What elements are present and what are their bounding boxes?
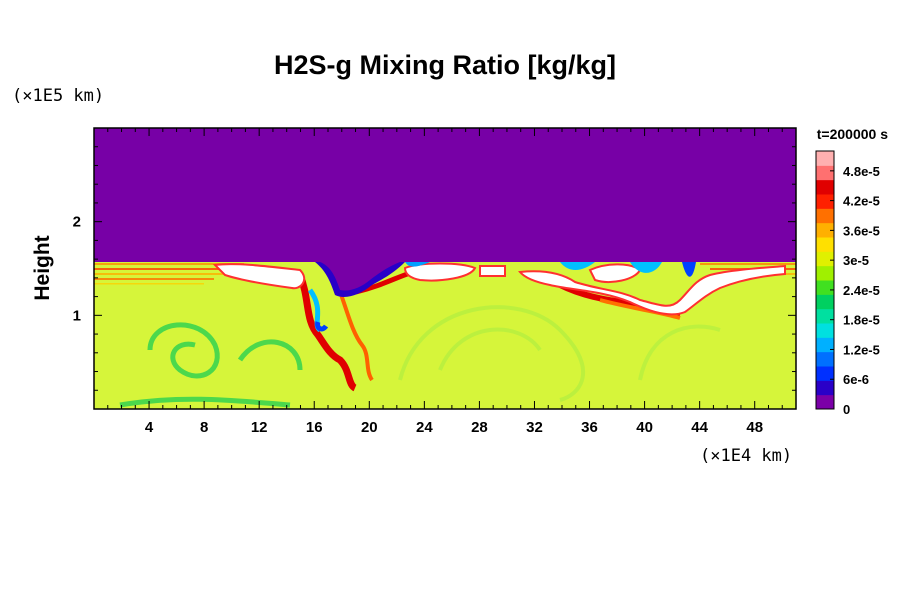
x-tick-label: 24 [416, 419, 433, 436]
x-tick-label: 44 [691, 419, 708, 436]
y-tick-label: 2 [73, 214, 81, 231]
colorbar-tick-label: 1.8e-5 [843, 313, 880, 328]
x-tick-label: 8 [200, 419, 208, 436]
colorbar-segment [816, 337, 834, 353]
upper-region [94, 128, 796, 262]
colorbar-segment [816, 323, 834, 338]
x-tick-label: 32 [526, 419, 543, 436]
lighter-swirls [398, 305, 721, 402]
y-axis-label: Height [31, 235, 54, 300]
colorbar-tick-label: 6e-6 [843, 372, 869, 387]
colorbar: 0 6e-6 1.2e-5 1.8e-5 2.4e-5 3e-5 3.6e-5 4.2e-5 4… [815, 150, 880, 417]
x-tick-label: 28 [471, 419, 488, 436]
colorbar-segment [816, 237, 834, 252]
colorbar-segment [816, 265, 834, 281]
colorbar-tick-label: 0 [843, 402, 850, 417]
plot-frame [93, 127, 797, 410]
colorbar-segment [816, 179, 834, 195]
colorbar-segment [816, 366, 834, 381]
colorbar-segment [816, 394, 834, 410]
colorbar-segment [816, 208, 834, 224]
colorbar-segment [816, 351, 834, 367]
colorbar-tick-label: 1.2e-5 [843, 342, 880, 357]
colorbar-tick-label: 4.8e-5 [843, 164, 880, 179]
colorbar-segment [816, 280, 834, 295]
saturated-cells [212, 262, 786, 316]
colorbar-tick-label: 2.4e-5 [843, 283, 880, 298]
colorbar-tick-label: 3.6e-5 [843, 223, 880, 238]
colorbar-segment [816, 251, 834, 267]
x-tick-label: 48 [746, 419, 763, 436]
x-tick-label: 4 [145, 419, 154, 436]
colorbar-segment [816, 151, 834, 166]
time-label: t=200000 s [817, 126, 888, 142]
x-axis-ticks: 4 8 12 16 20 24 28 32 36 40 44 48 [107, 128, 783, 436]
colorbar-tick-label: 3e-5 [843, 253, 869, 268]
y-tick-label: 1 [73, 307, 81, 324]
x-axis-unit: (×1E4 km) [700, 446, 792, 466]
x-tick-label: 16 [306, 419, 323, 436]
colorbar-segment [816, 194, 834, 209]
y-axis-ticks: 12 [73, 146, 796, 391]
y-axis-unit: (×1E5 km) [12, 86, 104, 106]
colorbar-tick-label: 4.2e-5 [843, 194, 880, 209]
colorbar-frame [815, 150, 835, 410]
colorbar-segment [816, 222, 834, 238]
x-tick-label: 40 [636, 419, 653, 436]
colorbar-segment [816, 380, 834, 396]
x-tick-label: 12 [251, 419, 268, 436]
green-swirls [119, 322, 303, 408]
heatmap-field [94, 128, 796, 409]
x-tick-label: 36 [581, 419, 598, 436]
blue-dip [315, 262, 696, 297]
colorbar-segment [816, 308, 834, 324]
x-tick-label: 20 [361, 419, 378, 436]
colorbar-segment [816, 165, 834, 181]
colorbar-segment [816, 294, 834, 310]
chart-title: H2S-g Mixing Ratio [kg/kg] [274, 50, 616, 80]
